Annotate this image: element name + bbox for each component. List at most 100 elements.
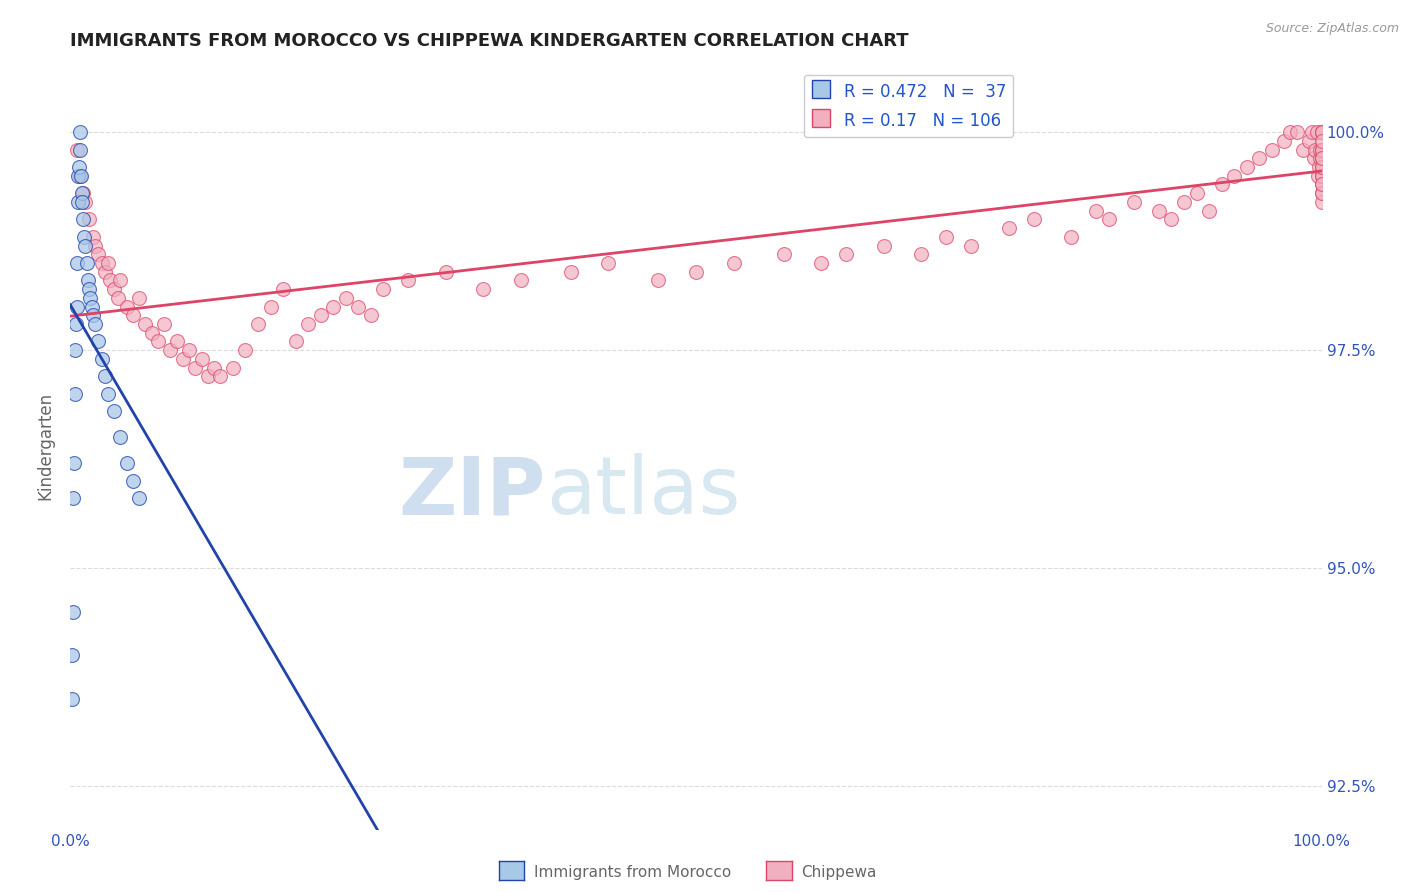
Point	[87, 334, 110, 349]
Point	[84, 238, 107, 252]
Point	[77, 282, 100, 296]
Point	[1279, 125, 1302, 139]
Point	[202, 360, 225, 375]
Point	[259, 300, 281, 314]
Point	[90, 256, 112, 270]
Point	[1298, 134, 1320, 148]
Point	[1310, 186, 1333, 201]
Point	[103, 404, 125, 418]
Point	[222, 360, 245, 375]
Point	[184, 360, 207, 375]
Point	[1301, 125, 1323, 139]
Point	[935, 229, 957, 244]
Point	[103, 282, 125, 296]
Point	[685, 265, 707, 279]
Point	[1185, 186, 1208, 201]
Point	[360, 308, 382, 322]
Text: Source: ZipAtlas.com: Source: ZipAtlas.com	[1265, 22, 1399, 36]
Text: IMMIGRANTS FROM MOROCCO VS CHIPPEWA KINDERGARTEN CORRELATION CHART: IMMIGRANTS FROM MOROCCO VS CHIPPEWA KIND…	[70, 32, 908, 50]
Point	[90, 351, 112, 366]
Point	[1022, 212, 1045, 227]
Point	[1310, 178, 1333, 192]
Point	[62, 491, 84, 506]
Point	[75, 194, 97, 209]
Point	[146, 334, 169, 349]
Point	[60, 691, 83, 706]
Point	[76, 273, 98, 287]
Point	[87, 247, 110, 261]
Point	[560, 265, 582, 279]
Point	[82, 308, 104, 322]
Point	[73, 229, 96, 244]
Point	[1173, 194, 1195, 209]
Point	[835, 247, 858, 261]
Point	[1211, 178, 1233, 192]
Point	[647, 273, 669, 287]
Point	[79, 291, 101, 305]
Point	[960, 238, 983, 252]
Point	[69, 125, 91, 139]
Point	[910, 247, 932, 261]
Point	[197, 369, 219, 384]
Point	[1310, 160, 1333, 174]
Point	[62, 605, 84, 619]
Point	[235, 343, 257, 358]
Point	[1310, 169, 1333, 183]
Point	[77, 212, 100, 227]
Point	[1310, 134, 1333, 148]
Text: Chippewa: Chippewa	[801, 865, 877, 880]
Point	[247, 317, 270, 331]
Point	[1122, 194, 1144, 209]
Text: ZIP: ZIP	[398, 453, 546, 531]
Point	[66, 194, 89, 209]
Point	[297, 317, 319, 331]
Point	[141, 326, 163, 340]
Point	[1060, 229, 1083, 244]
Point	[65, 317, 87, 331]
Point	[322, 300, 344, 314]
Point	[134, 317, 156, 331]
Point	[335, 291, 357, 305]
Point	[1198, 203, 1220, 218]
Point	[70, 169, 93, 183]
Point	[1260, 143, 1282, 157]
Point	[65, 143, 87, 157]
Legend: R = 0.472   N =  37, R = 0.17   N = 106: R = 0.472 N = 37, R = 0.17 N = 106	[804, 75, 1012, 137]
Point	[65, 343, 87, 358]
Point	[69, 169, 91, 183]
Point	[1306, 169, 1329, 183]
Point	[723, 256, 745, 270]
Point	[1236, 160, 1258, 174]
Point	[107, 291, 129, 305]
Text: Immigrants from Morocco: Immigrants from Morocco	[534, 865, 731, 880]
Point	[115, 300, 138, 314]
Point	[997, 221, 1019, 235]
Point	[872, 238, 894, 252]
Point	[63, 457, 86, 471]
Point	[128, 491, 150, 506]
Point	[1085, 203, 1108, 218]
Text: atlas: atlas	[546, 453, 740, 531]
Point	[128, 291, 150, 305]
Point	[772, 247, 794, 261]
Point	[166, 334, 188, 349]
Point	[371, 282, 394, 296]
Point	[1249, 151, 1271, 165]
Point	[159, 343, 181, 358]
Point	[153, 317, 176, 331]
Point	[1310, 151, 1333, 165]
Point	[1309, 143, 1331, 157]
Point	[1147, 203, 1170, 218]
Point	[97, 256, 120, 270]
Point	[396, 273, 419, 287]
Point	[70, 194, 93, 209]
Point	[509, 273, 531, 287]
Point	[1098, 212, 1121, 227]
Point	[70, 186, 93, 201]
Point	[1310, 160, 1333, 174]
Point	[1223, 169, 1246, 183]
Point	[1310, 169, 1333, 183]
Point	[1310, 194, 1333, 209]
Point	[67, 169, 90, 183]
Point	[598, 256, 620, 270]
